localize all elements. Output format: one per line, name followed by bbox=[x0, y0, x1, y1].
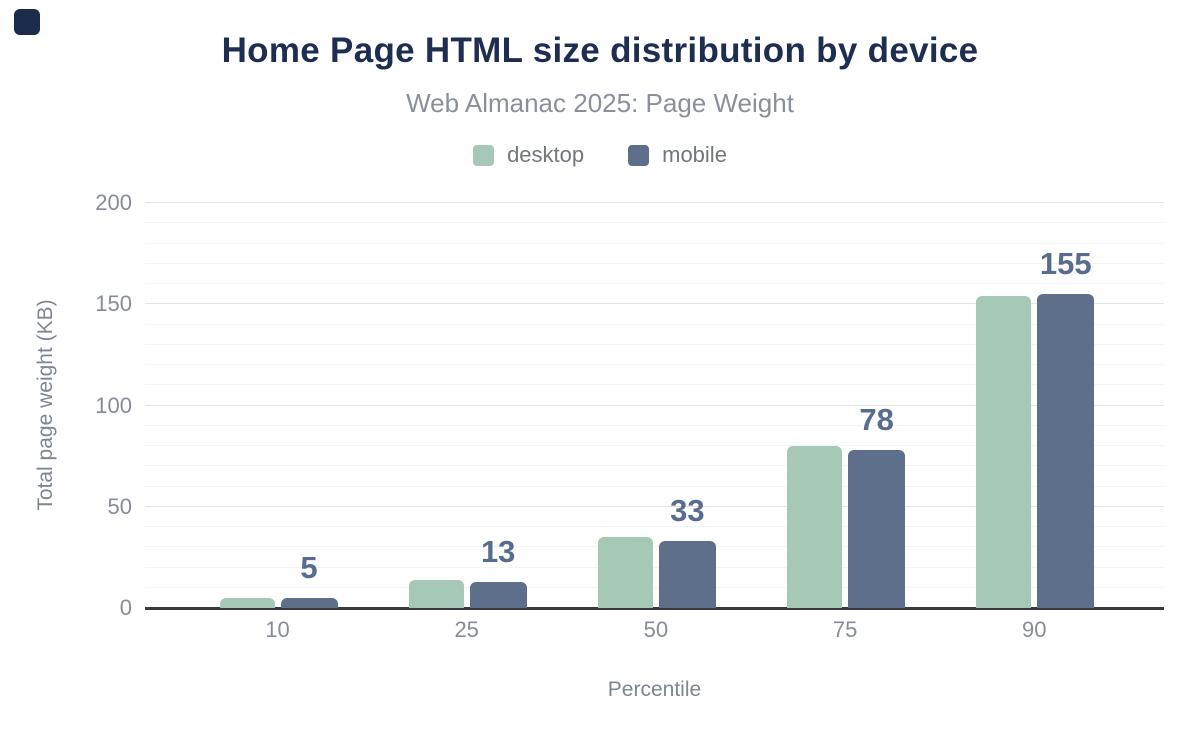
major-gridline bbox=[145, 404, 1164, 406]
value-label-p90: 155 bbox=[1039, 246, 1092, 282]
bar-desktop-p90[interactable] bbox=[976, 296, 1032, 608]
x-tick-label-90: 90 bbox=[1022, 617, 1047, 642]
bar-mobile-p10[interactable] bbox=[280, 597, 338, 608]
minor-gridline bbox=[145, 242, 1164, 244]
bar-desktop-p75[interactable] bbox=[787, 446, 843, 608]
legend-label-mobile: mobile bbox=[662, 142, 727, 167]
x-tick-label-10: 10 bbox=[265, 617, 290, 642]
logo-mark-icon bbox=[14, 9, 40, 35]
chart-title: Home Page HTML size distribution by devi… bbox=[221, 31, 979, 70]
x-axis-title: Percentile bbox=[607, 678, 702, 701]
x-tick-label-50: 50 bbox=[643, 617, 669, 642]
y-tick-label-50: 50 bbox=[107, 493, 132, 519]
minor-gridline bbox=[145, 222, 1164, 224]
minor-gridline bbox=[145, 424, 1164, 426]
legend-item-mobile[interactable]: mobile bbox=[628, 142, 727, 168]
y-tick-label-150: 150 bbox=[95, 291, 132, 317]
minor-gridline bbox=[145, 546, 1164, 548]
bar-desktop-p50[interactable] bbox=[597, 537, 653, 608]
bar-mobile-p75[interactable] bbox=[848, 450, 906, 608]
value-label-p10: 5 bbox=[300, 549, 318, 585]
minor-gridline bbox=[145, 262, 1164, 264]
value-label-p75: 78 bbox=[859, 402, 894, 438]
bar-mobile-p25[interactable] bbox=[469, 581, 527, 608]
minor-gridline bbox=[145, 364, 1164, 365]
minor-gridline bbox=[145, 465, 1164, 467]
bar-desktop-p25[interactable] bbox=[408, 579, 464, 608]
y-tick-label-0: 0 bbox=[119, 595, 132, 620]
bar-desktop-p10[interactable] bbox=[219, 597, 275, 608]
x-tick-label-75: 75 bbox=[832, 617, 858, 642]
major-gridline bbox=[145, 202, 1164, 203]
minor-gridline bbox=[145, 323, 1164, 325]
legend-swatch-mobile bbox=[628, 144, 650, 166]
bar-mobile-p90[interactable] bbox=[1037, 294, 1095, 608]
minor-gridline bbox=[145, 485, 1164, 487]
y-tick-label-100: 100 bbox=[95, 392, 132, 418]
minor-gridline bbox=[145, 586, 1164, 588]
minor-gridline bbox=[145, 343, 1164, 345]
chart-legend: desktop mobile bbox=[0, 142, 1200, 168]
x-axis-line bbox=[145, 607, 1164, 610]
value-label-p25: 13 bbox=[480, 533, 516, 569]
plot-area: 5 13 33 78 155 bbox=[145, 202, 1164, 610]
major-gridline bbox=[145, 505, 1164, 507]
y-tick-label-200: 200 bbox=[95, 190, 132, 215]
legend-swatch-desktop bbox=[473, 144, 495, 166]
minor-gridline bbox=[145, 445, 1164, 446]
bar-mobile-p50[interactable] bbox=[658, 541, 716, 608]
major-gridline bbox=[145, 303, 1164, 305]
minor-gridline bbox=[145, 283, 1164, 284]
minor-gridline bbox=[145, 384, 1164, 386]
value-label-p50: 33 bbox=[670, 493, 705, 529]
legend-item-desktop[interactable]: desktop bbox=[473, 142, 584, 168]
x-tick-label-25: 25 bbox=[454, 617, 479, 642]
minor-gridline bbox=[145, 566, 1164, 568]
chart-subtitle: Web Almanac 2025: Page Weight bbox=[406, 88, 794, 118]
minor-gridline bbox=[145, 526, 1164, 527]
legend-label-desktop: desktop bbox=[507, 142, 585, 167]
